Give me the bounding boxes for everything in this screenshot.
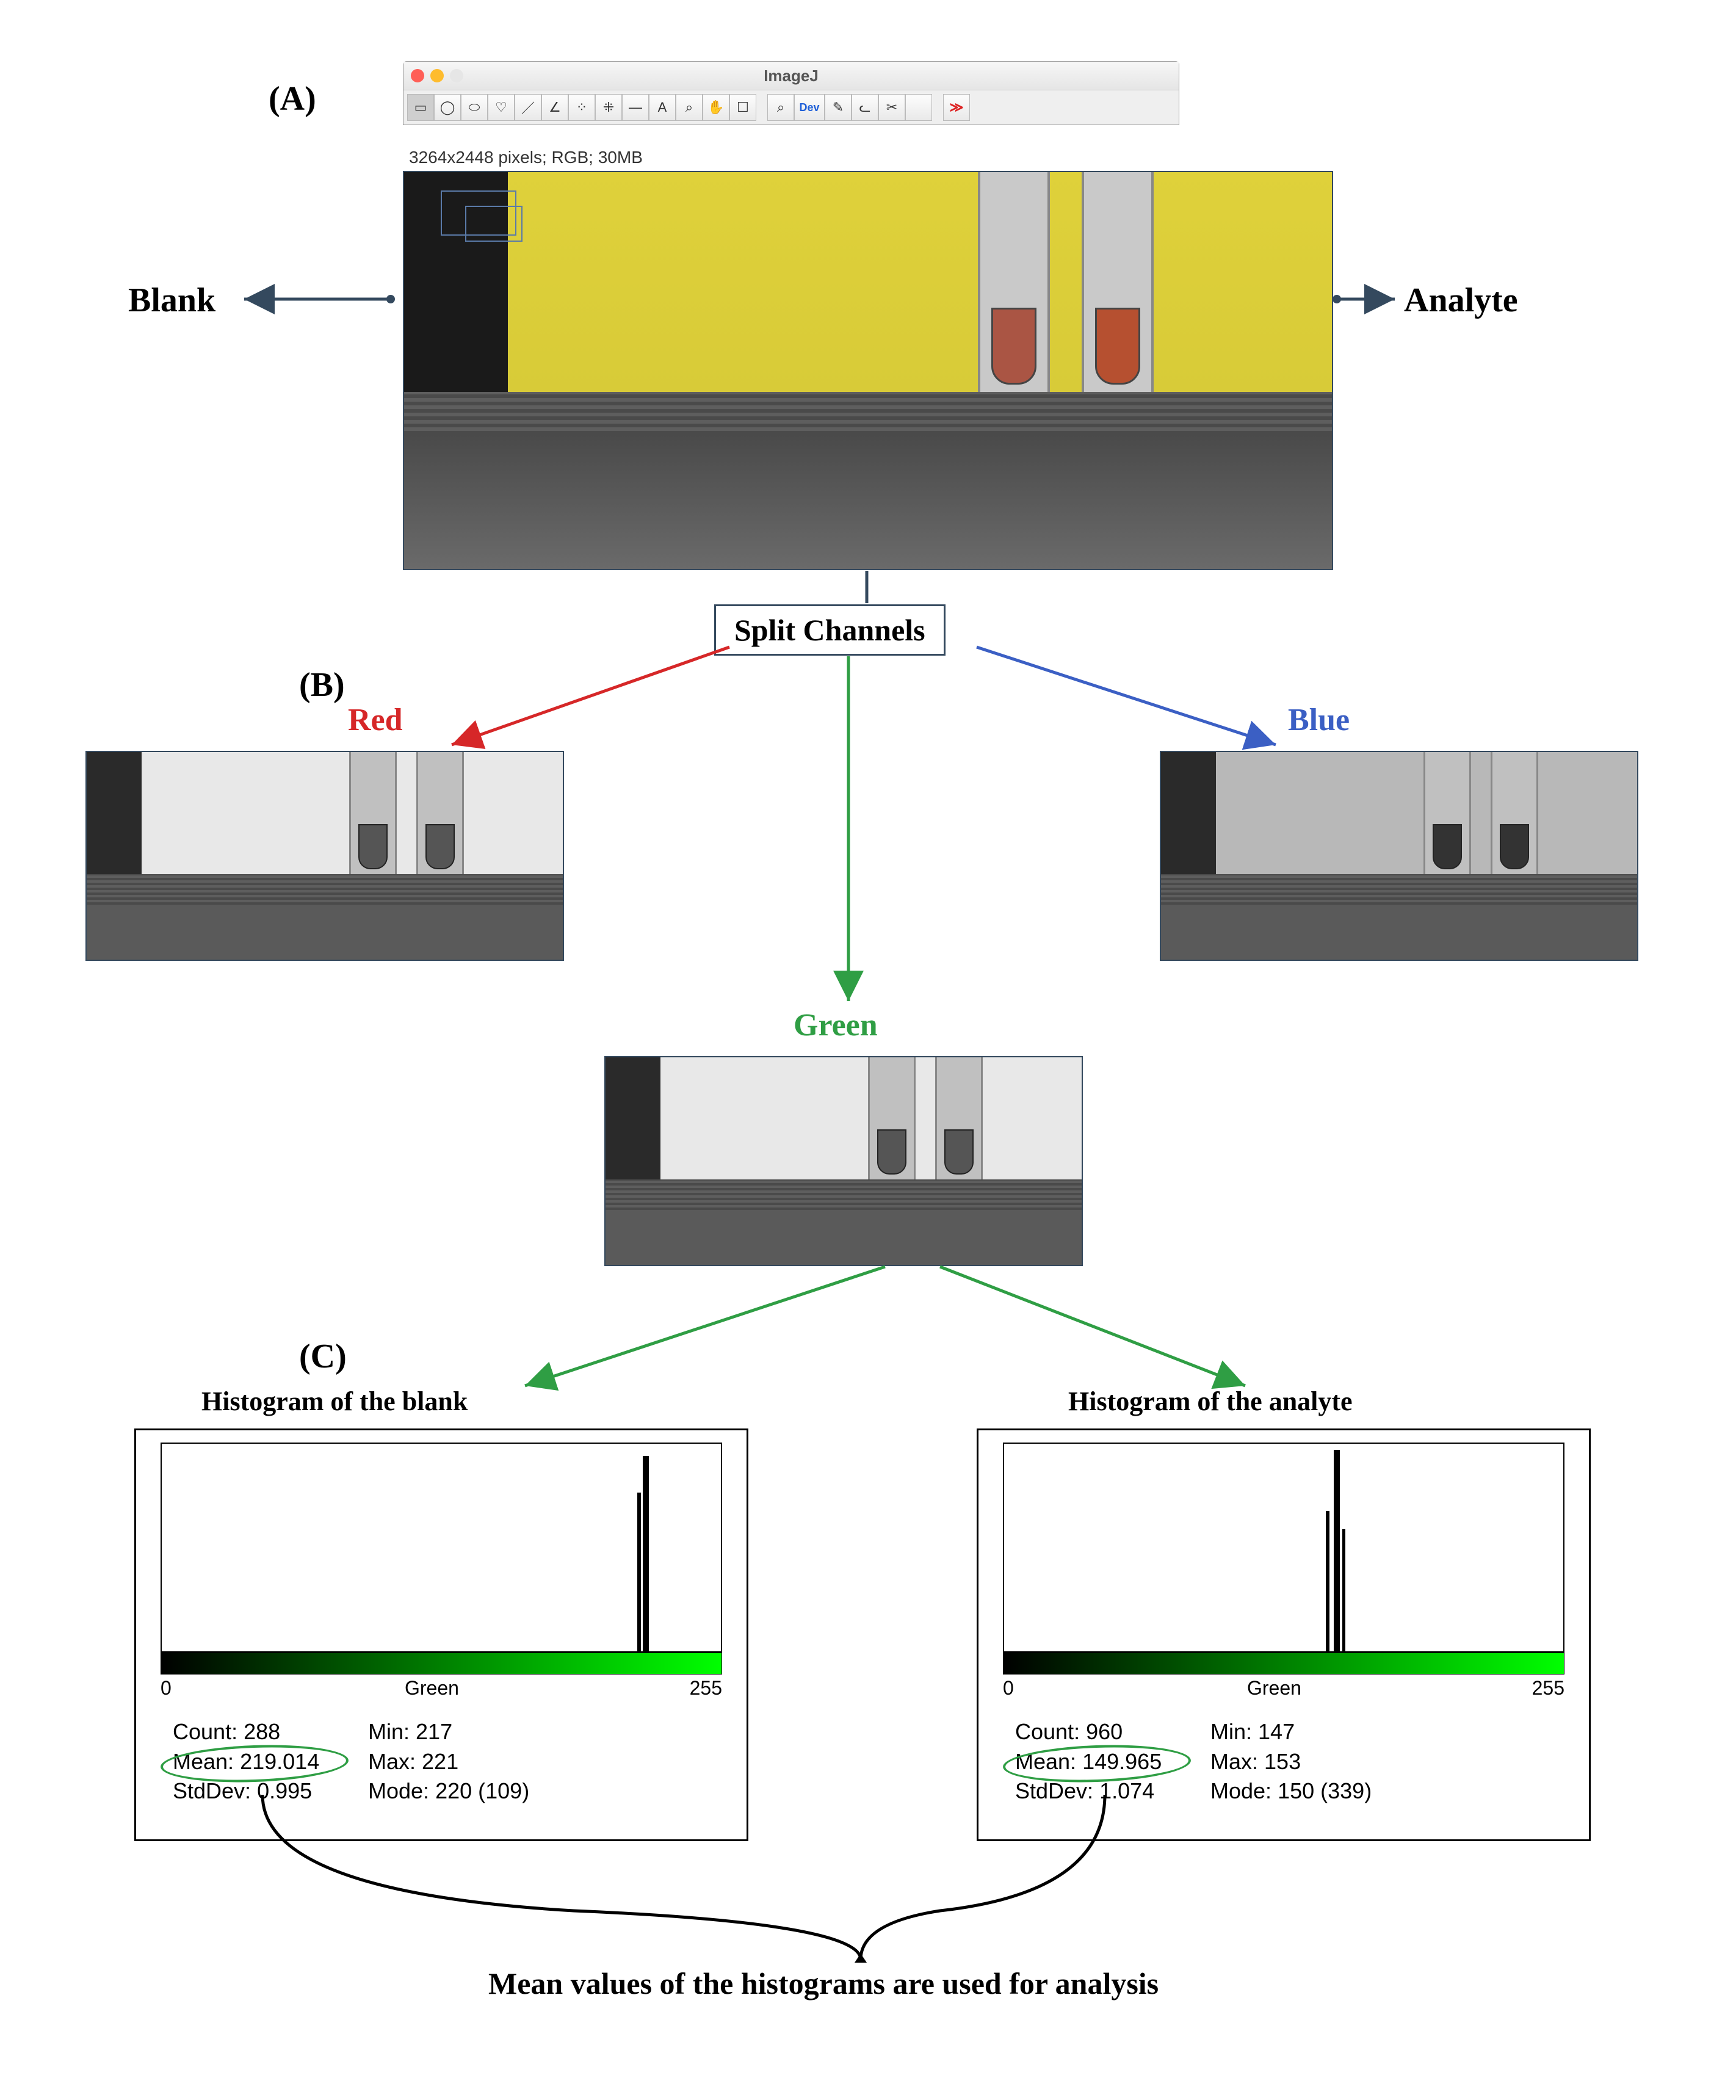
- window-minimize-icon[interactable]: [430, 69, 444, 82]
- imagej-titlebar: ImageJ: [403, 62, 1179, 90]
- hist-analyte-gradient: [1003, 1653, 1564, 1675]
- hist-blank-axis-min: 0: [161, 1677, 172, 1700]
- stat-min-val: 217: [416, 1719, 452, 1744]
- arrow-green-to-hist-analyte: [940, 1267, 1245, 1386]
- hist-analyte-title: Histogram of the analyte: [1068, 1386, 1353, 1417]
- imagej-window: ImageJ ▭ ◯ ⬭ ♡ ／ ∠ ⁘ ⁜ — A ⌕ ✋ ☐ ⌕ Dev ✎…: [403, 61, 1179, 125]
- conclusion-text: Mean values of the histograms are used f…: [488, 1966, 1159, 2001]
- hist-analyte-plot: [1003, 1443, 1564, 1653]
- blank-label: Blank: [128, 281, 215, 320]
- cuvette-blank-slot: [978, 172, 1050, 392]
- stat-mode-val: 220 (109): [435, 1778, 529, 1803]
- hist-analyte-spike3: [1342, 1529, 1345, 1651]
- stat-min-label: Min:: [1210, 1719, 1252, 1744]
- stat-max-label: Max:: [1210, 1749, 1258, 1774]
- stat-mode-label: Mode:: [1210, 1778, 1271, 1803]
- tool-dev[interactable]: Dev: [794, 94, 825, 121]
- thumb-green-channel: [604, 1056, 1083, 1266]
- stat-count-val: 960: [1086, 1719, 1123, 1744]
- main-cuvette-photo: [403, 171, 1333, 570]
- stat-std-val: 1.074: [1099, 1778, 1154, 1803]
- image-info-caption: 3264x2448 pixels; RGB; 30MB: [409, 148, 643, 167]
- stat-mode-label: Mode:: [368, 1778, 429, 1803]
- hist-analyte-spike2: [1326, 1511, 1329, 1651]
- tool-point[interactable]: ⁘: [568, 94, 595, 121]
- tool-flood[interactable]: ᓚ: [852, 94, 878, 121]
- stat-min-label: Min:: [368, 1719, 410, 1744]
- tool-color-picker[interactable]: ☐: [729, 94, 756, 121]
- tool-zoom[interactable]: ⌕: [676, 94, 703, 121]
- hist-blank-gradient: [161, 1653, 722, 1675]
- stat-std-val: 0.995: [257, 1778, 312, 1803]
- section-label-c: (C): [299, 1337, 347, 1376]
- tool-oval[interactable]: ◯: [434, 94, 461, 121]
- cuvette-floor: [404, 435, 1332, 569]
- tool-wand[interactable]: —: [622, 94, 649, 121]
- stat-count-val: 288: [244, 1719, 280, 1744]
- tool-angle[interactable]: ∠: [541, 94, 568, 121]
- section-label-a: (A): [269, 79, 316, 118]
- figure-root: (A) ImageJ ▭ ◯ ⬭ ♡ ／ ∠ ⁘ ⁜ — A ⌕ ✋ ☐ ⌕: [24, 24, 1712, 2063]
- hist-analyte-spike: [1334, 1450, 1340, 1651]
- tool-polygon[interactable]: ⬭: [461, 94, 488, 121]
- tool-extra[interactable]: [905, 94, 932, 121]
- stat-min-val: 147: [1258, 1719, 1295, 1744]
- tool-multipoint[interactable]: ⁜: [595, 94, 622, 121]
- tool-more[interactable]: ≫: [943, 94, 970, 121]
- cuvette-analyte-liquid: [1095, 308, 1140, 385]
- window-close-icon[interactable]: [411, 69, 424, 82]
- tool-text[interactable]: A: [649, 94, 676, 121]
- hist-analyte-axis-max: 255: [1532, 1677, 1564, 1700]
- imagej-toolbar: ▭ ◯ ⬭ ♡ ／ ∠ ⁘ ⁜ — A ⌕ ✋ ☐ ⌕ Dev ✎ ᓚ ✂ ≫: [403, 90, 1179, 125]
- tool-hand[interactable]: ✋: [703, 94, 729, 121]
- tool-freehand[interactable]: ♡: [488, 94, 515, 121]
- hist-blank-panel: 0 Green 255 Count: 288 Min: 217 Mean: 21…: [134, 1428, 748, 1841]
- hist-analyte-axis-min: 0: [1003, 1677, 1014, 1700]
- conclusion-arrowhead: [855, 1953, 867, 1963]
- roi-rectangle-inner: [465, 206, 523, 242]
- cuvette-base-strip: [404, 392, 1332, 435]
- channel-label-blue: Blue: [1288, 702, 1350, 738]
- channel-label-green: Green: [794, 1007, 878, 1043]
- hist-blank-spike: [643, 1456, 649, 1651]
- hist-blank-spike2: [637, 1493, 641, 1651]
- tool-arrow[interactable]: ✂: [878, 94, 905, 121]
- stat-count-label: Count:: [173, 1719, 237, 1744]
- hist-analyte-axis-label: Green: [1247, 1677, 1301, 1700]
- cuvette-blank-liquid: [991, 308, 1036, 385]
- arrow-green-to-hist-blank: [525, 1267, 885, 1386]
- section-label-b: (B): [299, 665, 345, 704]
- arrow-split-to-blue: [977, 647, 1276, 745]
- split-channels-box: Split Channels: [714, 604, 946, 656]
- thumb-blue-channel: [1160, 751, 1638, 961]
- yellow-backdrop: [508, 172, 1332, 392]
- arrow-split-to-red: [452, 647, 729, 745]
- stat-max-val: 221: [422, 1749, 458, 1774]
- stat-max-val: 153: [1264, 1749, 1301, 1774]
- imagej-title: ImageJ: [764, 67, 819, 85]
- hist-blank-axis-max: 255: [690, 1677, 722, 1700]
- stat-max-label: Max:: [368, 1749, 416, 1774]
- window-traffic-lights: [411, 69, 463, 82]
- stat-mode-val: 150 (339): [1278, 1778, 1372, 1803]
- cuvette-analyte-slot: [1082, 172, 1154, 392]
- channel-label-red: Red: [348, 702, 403, 738]
- stat-count-label: Count:: [1015, 1719, 1080, 1744]
- tool-line[interactable]: ／: [515, 94, 541, 121]
- analyte-label: Analyte: [1404, 281, 1518, 320]
- hist-blank-axis-label: Green: [405, 1677, 459, 1700]
- tool-rectangle[interactable]: ▭: [407, 94, 434, 121]
- thumb-red-channel: [85, 751, 564, 961]
- tool-lut[interactable]: ⌕: [767, 94, 794, 121]
- hist-blank-plot: [161, 1443, 722, 1653]
- hist-blank-title: Histogram of the blank: [201, 1386, 468, 1417]
- hist-analyte-panel: 0 Green 255 Count: 960 Min: 147 Mean: 14…: [977, 1428, 1591, 1841]
- tool-brush[interactable]: ✎: [825, 94, 852, 121]
- window-zoom-icon[interactable]: [450, 69, 463, 82]
